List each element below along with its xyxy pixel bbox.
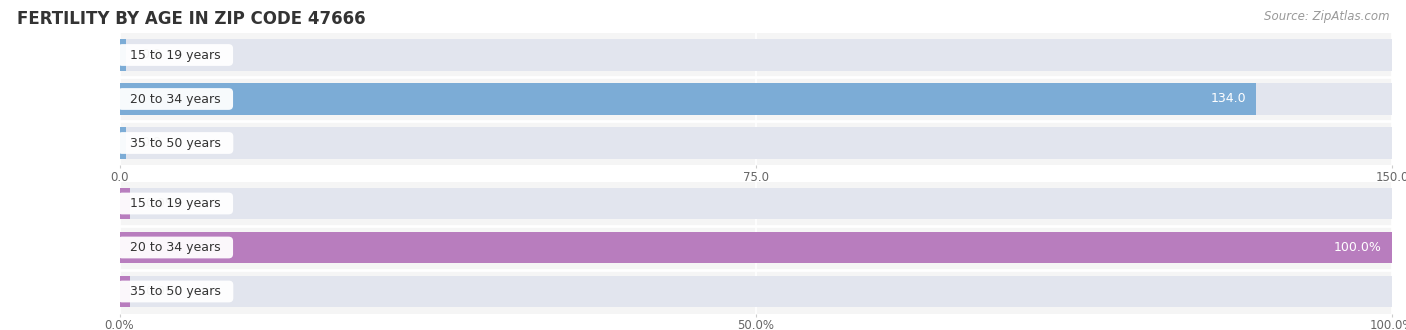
Text: 15 to 19 years: 15 to 19 years — [122, 49, 229, 61]
Text: 35 to 50 years: 35 to 50 years — [122, 285, 229, 298]
Bar — [120, 188, 1392, 219]
Bar — [120, 232, 1392, 263]
Text: 134.0: 134.0 — [1211, 92, 1246, 106]
Bar — [120, 127, 1392, 159]
Bar — [120, 276, 129, 307]
Text: 35 to 50 years: 35 to 50 years — [122, 137, 229, 149]
Bar — [120, 83, 1392, 115]
Text: 0.0%: 0.0% — [145, 197, 177, 210]
Text: 0.0: 0.0 — [142, 49, 162, 61]
Bar — [120, 39, 1392, 71]
Text: 20 to 34 years: 20 to 34 years — [122, 92, 229, 106]
Bar — [120, 276, 1392, 307]
Bar — [120, 232, 1392, 263]
Text: 0.0%: 0.0% — [145, 285, 177, 298]
Bar — [120, 188, 129, 219]
Text: 0.0: 0.0 — [142, 137, 162, 149]
Bar — [120, 83, 1256, 115]
Text: 15 to 19 years: 15 to 19 years — [122, 197, 229, 210]
Bar — [120, 39, 127, 71]
Text: Source: ZipAtlas.com: Source: ZipAtlas.com — [1264, 10, 1389, 23]
Text: 100.0%: 100.0% — [1334, 241, 1382, 254]
Text: 20 to 34 years: 20 to 34 years — [122, 241, 229, 254]
Text: FERTILITY BY AGE IN ZIP CODE 47666: FERTILITY BY AGE IN ZIP CODE 47666 — [17, 10, 366, 28]
Bar — [120, 127, 127, 159]
